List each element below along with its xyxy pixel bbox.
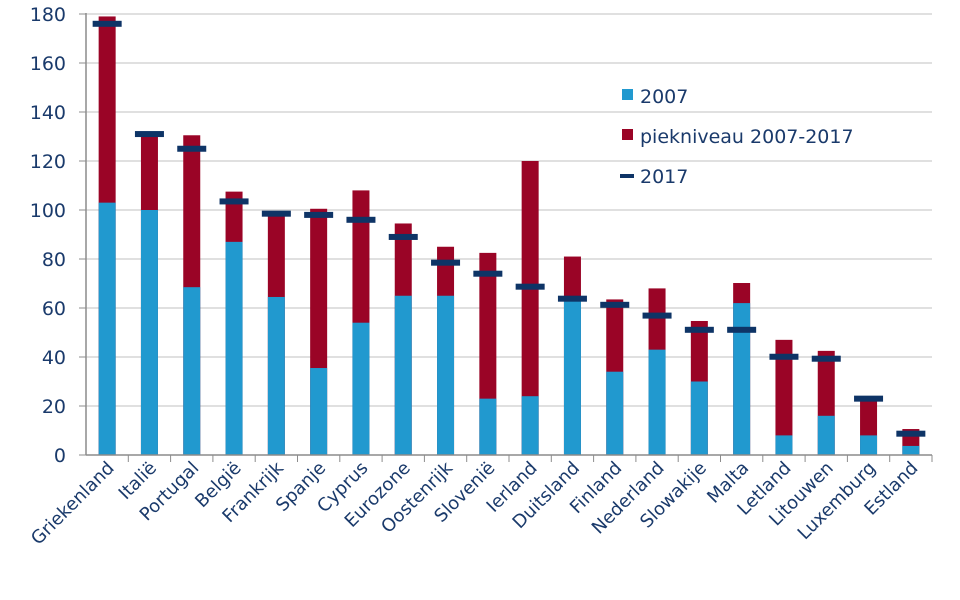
y-tick-label: 40	[42, 347, 66, 369]
legend-swatch-2007	[622, 89, 633, 100]
bar-2007	[140, 210, 158, 455]
marker-2017	[388, 233, 418, 240]
y-tick-label: 60	[42, 298, 66, 320]
bar-piekniveau	[521, 161, 539, 455]
bar-2007	[775, 435, 793, 455]
y-tick-label: 160	[30, 53, 66, 75]
bar-2007	[648, 349, 666, 455]
legend: 2007 piekniveau 2007-2017 2017	[620, 86, 854, 188]
y-tick-label: 140	[30, 102, 66, 124]
bar-2007	[817, 415, 835, 455]
marker-2017	[304, 211, 334, 218]
marker-2017	[134, 131, 164, 138]
y-tick-label: 80	[42, 249, 66, 271]
y-tick-label: 100	[30, 200, 66, 222]
bar-2007	[437, 295, 455, 455]
legend-label-2007: 2007	[640, 86, 688, 108]
marker-2017	[854, 395, 884, 402]
bar-2007	[98, 202, 116, 455]
y-tick-label: 0	[54, 445, 66, 467]
marker-2017	[896, 430, 926, 437]
bar-2007	[183, 287, 201, 455]
bar-2007	[733, 303, 751, 455]
legend-label-2017: 2017	[640, 166, 688, 188]
x-axis: GriekenlandItaliëPortugalBelgiëFrankrijk…	[27, 454, 933, 550]
legend-swatch-2017	[620, 174, 634, 178]
marker-2017	[177, 145, 207, 152]
bar-2007	[310, 368, 328, 455]
category-label: Griekenland	[27, 458, 119, 550]
bar-2007	[352, 322, 370, 455]
bar-2007	[479, 398, 497, 455]
gridlines	[86, 13, 932, 407]
marker-2017	[515, 283, 545, 290]
marker-2017	[811, 355, 841, 362]
marker-2017	[642, 312, 672, 319]
bar-2007	[267, 296, 285, 455]
markers-2017	[92, 20, 926, 437]
bar-2007	[690, 381, 708, 455]
bar-2007	[521, 396, 539, 455]
bar-2007	[394, 295, 412, 455]
y-tick-label: 120	[30, 151, 66, 173]
bar-2007	[606, 371, 624, 455]
marker-2017	[261, 210, 291, 217]
marker-2017	[92, 20, 122, 27]
marker-2017	[473, 270, 503, 277]
legend-swatch-piekniveau	[622, 129, 633, 140]
bar-2007	[563, 300, 581, 455]
bars	[98, 16, 920, 456]
bar-piekniveau	[775, 339, 793, 455]
marker-2017	[346, 216, 376, 223]
marker-2017	[684, 326, 714, 333]
legend-label-piekniveau: piekniveau 2007-2017	[640, 126, 854, 148]
marker-2017	[727, 326, 757, 333]
y-tick-label: 180	[30, 4, 66, 26]
marker-2017	[600, 301, 630, 308]
bar-2007	[860, 435, 878, 455]
bar-2007	[225, 241, 243, 455]
y-axis: 0 20 40 60 80 100 120 140 160 180	[30, 4, 87, 467]
marker-2017	[431, 259, 461, 266]
marker-2017	[769, 353, 799, 360]
marker-2017	[219, 198, 249, 205]
bar-2007	[902, 445, 920, 455]
marker-2017	[557, 295, 587, 302]
y-tick-label: 20	[42, 396, 66, 418]
